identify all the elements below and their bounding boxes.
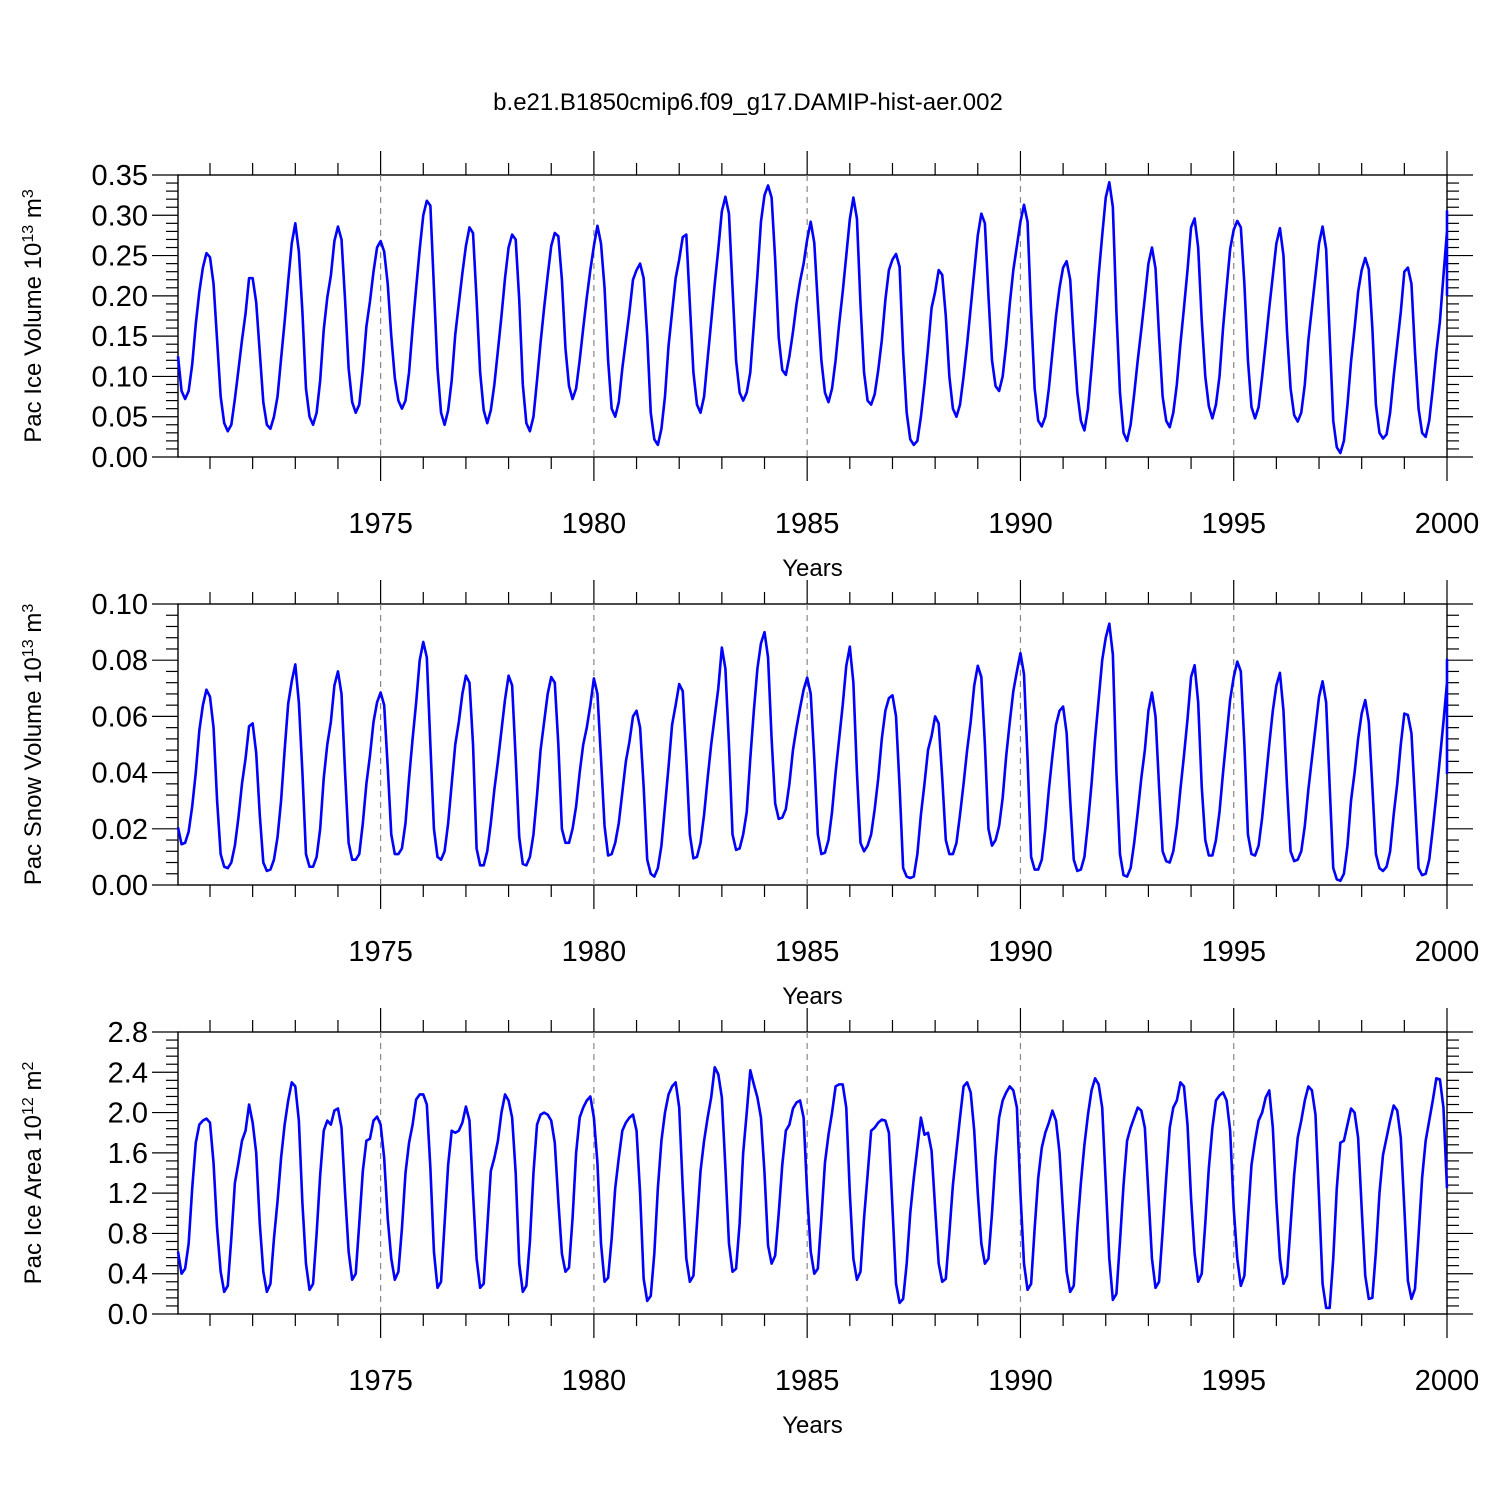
y-label-exponent: 13: [20, 639, 37, 657]
x-axis-label: Years: [782, 1412, 843, 1439]
y-tick-label: 0.10: [92, 361, 148, 393]
x-tick-label-1980: 1980: [562, 508, 627, 540]
x-tick-label-1975: 1975: [348, 508, 413, 540]
panel-ice-volume: 0.00 0.05 0.10 0.15 0.20 0.25 0.30 0.35 1975 1980…: [20, 151, 1480, 582]
x-tick-label-1990: 1990: [988, 936, 1053, 968]
y-label-exponent: 13: [20, 225, 37, 243]
y-tick-label: 1.2: [108, 1178, 148, 1210]
x-tick-label-1980: 1980: [562, 936, 627, 968]
y-tick-label: 0.15: [92, 321, 148, 353]
y-tick-label: 2.4: [108, 1057, 148, 1089]
x-tick-label-1985: 1985: [775, 936, 840, 968]
series-line-snow-volume: [176, 622, 1449, 883]
y-label-unit-exponent: 2: [20, 1061, 37, 1070]
y-label-unit: m: [20, 1070, 47, 1097]
y-tick-label: 0.02: [92, 814, 148, 846]
panel-snow-volume: 0.00 0.02 0.04 0.06 0.08 0.10 1975 1980 1985 1990…: [20, 580, 1480, 1010]
y-axis-label: Pac Snow Volume 1013 m3: [20, 604, 48, 886]
y-label-text: Pac Ice Area 10: [20, 1115, 47, 1284]
y-axis-label: Pac Ice Area 1012 m2: [20, 1061, 48, 1284]
plot-frame: [177, 1031, 1448, 1315]
plot-frame: [177, 174, 1448, 458]
x-axis-label: Years: [782, 555, 843, 582]
y-tick-label: 0.0: [108, 1299, 148, 1331]
y-label-exponent: 12: [20, 1097, 37, 1115]
series-line-ice-area: [176, 1065, 1449, 1310]
x-tick-label-1995: 1995: [1201, 936, 1266, 968]
x-tick-label-1990: 1990: [988, 508, 1053, 540]
y-tick-label: 0.08: [92, 645, 148, 677]
y-label-unit: m: [20, 198, 47, 225]
y-tick-label: 1.6: [108, 1138, 148, 1170]
y-tick-label: 2.8: [108, 1017, 148, 1049]
y-tick-label: 0.05: [92, 402, 148, 434]
y-tick-label: 2.0: [108, 1098, 148, 1130]
y-axis-label: Pac Ice Volume 1013 m3: [20, 189, 48, 443]
y-label-unit: m: [20, 613, 47, 640]
y-label-text: Pac Snow Volume 10: [20, 657, 47, 885]
y-tick-label: 0.00: [92, 870, 148, 902]
y-tick-label: 0.04: [92, 758, 148, 790]
x-tick-label-1985: 1985: [775, 508, 840, 540]
x-tick-label-2000: 2000: [1415, 508, 1480, 540]
y-tick-label: 0.00: [92, 442, 148, 474]
figure-title: b.e21.B1850cmip6.f09_g17.DAMIP-hist-aer.…: [493, 89, 1003, 116]
y-tick-label: 0.4: [108, 1259, 148, 1291]
y-tick-label: 0.30: [92, 200, 148, 232]
series-line-ice-volume: [176, 180, 1449, 455]
y-tick-label: 0.8: [108, 1218, 148, 1250]
panel-ice-area: 0.0 0.4 0.8 1.2 1.6 2.0 2.4 2.8 1975 1980 1985 1990…: [20, 1008, 1480, 1439]
x-tick-label-1995: 1995: [1201, 508, 1266, 540]
y-tick-label: 0.35: [92, 160, 148, 192]
y-tick-label: 0.20: [92, 281, 148, 313]
y-tick-label: 0.10: [92, 589, 148, 621]
y-tick-label: 0.25: [92, 241, 148, 273]
x-tick-label-2000: 2000: [1415, 936, 1480, 968]
y-tick-label: 0.06: [92, 701, 148, 733]
x-tick-label-1995: 1995: [1201, 1365, 1266, 1397]
y-label-text: Pac Ice Volume 10: [20, 243, 47, 443]
x-tick-label-1990: 1990: [988, 1365, 1053, 1397]
x-tick-label-1980: 1980: [562, 1365, 627, 1397]
x-tick-label-1985: 1985: [775, 1365, 840, 1397]
x-tick-label-1975: 1975: [348, 936, 413, 968]
x-tick-label-2000: 2000: [1415, 1365, 1480, 1397]
x-axis-label: Years: [782, 983, 843, 1010]
y-label-unit-exponent: 3: [20, 189, 37, 198]
y-label-unit-exponent: 3: [20, 604, 37, 613]
x-tick-label-1975: 1975: [348, 1365, 413, 1397]
